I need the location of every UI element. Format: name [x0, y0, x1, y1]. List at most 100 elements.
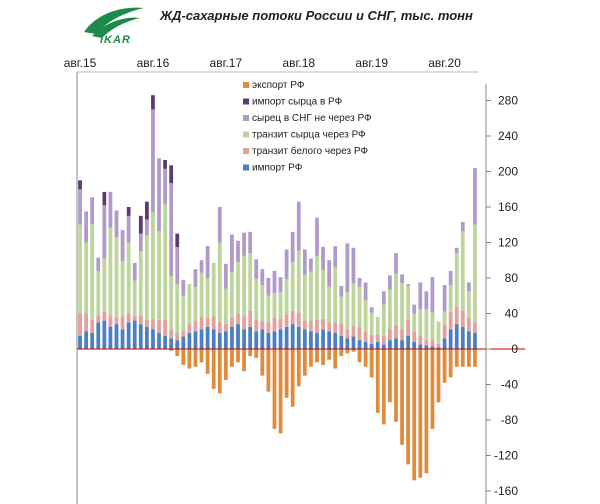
bar-white_transit — [120, 316, 125, 330]
bar-white_transit — [236, 313, 240, 325]
bar-raw_transit — [272, 293, 277, 318]
bar-white_transit — [126, 313, 131, 323]
bar-raw_transit — [205, 278, 210, 318]
bar-raw_cis — [114, 210, 119, 238]
bar-white_transit — [460, 310, 465, 327]
bar-import — [132, 320, 137, 349]
bar-raw_transit — [296, 250, 301, 313]
bar-import — [108, 326, 113, 349]
bar-white_transit — [333, 322, 338, 334]
bar-export — [211, 349, 216, 389]
bar-export — [321, 349, 325, 365]
bar-white_transit — [217, 322, 222, 334]
bar-import — [430, 346, 435, 349]
legend-label-raw_import: импорт сырца в РФ — [252, 97, 343, 108]
bar-raw_cis — [78, 189, 82, 225]
bar-raw_transit — [211, 262, 216, 317]
bar-raw_transit — [254, 278, 259, 319]
bar-import — [302, 329, 307, 349]
bar-raw_transit — [460, 230, 465, 311]
bar-raw_transit — [84, 242, 88, 314]
bar-export — [175, 349, 180, 357]
bar-export — [454, 349, 459, 367]
bar-import — [394, 338, 398, 349]
bar-export — [394, 349, 398, 422]
bar-import — [442, 338, 447, 349]
legend-label-raw_transit: транзит сырца через РФ — [252, 130, 366, 141]
bar-raw_cis — [309, 258, 313, 272]
bar-raw_transit — [236, 262, 240, 314]
bar-import — [315, 333, 319, 349]
bar-export — [254, 349, 259, 358]
bar-import — [333, 333, 338, 349]
bar-import — [351, 336, 356, 349]
bar-raw_import — [78, 180, 82, 190]
bar-import — [120, 329, 125, 349]
bar-export — [412, 349, 417, 481]
bar-export — [339, 349, 344, 357]
bar-raw_cis — [339, 285, 344, 297]
bar-white_transit — [90, 319, 95, 334]
bar-raw_cis — [248, 231, 253, 254]
bar-import — [436, 347, 441, 349]
bar-raw_transit — [309, 271, 313, 321]
bar-raw_cis — [266, 278, 271, 296]
bar-import — [230, 326, 234, 349]
bar-import — [187, 333, 192, 349]
bar-raw_cis — [284, 249, 289, 279]
bar-export — [345, 349, 350, 354]
bar-export — [217, 349, 222, 394]
y-tick-label: 0 — [511, 342, 518, 356]
bar-raw_cis — [302, 249, 307, 275]
bar-raw_cis — [132, 262, 137, 281]
bar-white_transit — [369, 334, 374, 344]
bar-raw_cis — [217, 207, 222, 243]
bar-export — [242, 349, 246, 372]
bar-raw_import — [175, 233, 180, 247]
bar-raw_cis — [406, 284, 411, 286]
y-tick-label: -160 — [494, 484, 518, 498]
bar-white_transit — [357, 326, 362, 341]
bar-raw_transit — [424, 309, 429, 341]
bar-white_transit — [193, 320, 198, 332]
bar-import — [217, 333, 222, 349]
bar-raw_cis — [363, 282, 368, 301]
bar-import — [236, 324, 240, 349]
bar-import — [278, 329, 283, 349]
bar-raw_transit — [448, 285, 453, 312]
bar-import — [181, 336, 186, 349]
bar-raw_transit — [351, 283, 356, 326]
bar-white_transit — [442, 325, 447, 339]
bar-import — [388, 340, 392, 349]
bar-raw_transit — [290, 262, 295, 311]
bar-raw_transit — [217, 242, 222, 323]
ikar-wing-icon — [84, 7, 144, 38]
bar-raw_transit — [345, 292, 350, 330]
bar-import — [424, 345, 429, 349]
bar-import — [339, 335, 344, 349]
bar-white_transit — [363, 331, 368, 342]
bar-export — [199, 349, 204, 363]
legend-swatch-white_transit — [243, 148, 249, 154]
bar-raw_transit — [157, 230, 161, 320]
bar-white_transit — [169, 329, 174, 339]
bar-export — [375, 349, 380, 413]
bar-export — [296, 349, 301, 387]
legend-label-export: экспорт РФ — [252, 80, 305, 91]
bar-raw_cis — [369, 307, 374, 313]
bar-white_transit — [211, 316, 216, 330]
bar-raw_transit — [102, 258, 107, 312]
bar-white_transit — [315, 319, 319, 334]
bar-import — [151, 329, 155, 349]
bar-raw_cis — [230, 234, 234, 272]
bar-white_transit — [454, 306, 459, 325]
bar-white_transit — [96, 315, 101, 323]
bar-raw_transit — [223, 288, 228, 325]
bar-raw_cis — [278, 277, 283, 293]
bar-raw_transit — [363, 300, 368, 332]
bar-export — [400, 349, 404, 445]
bar-export — [290, 349, 295, 407]
bar-import — [90, 333, 95, 349]
bar-raw_cis — [454, 247, 459, 254]
legend-label-import: импорт РФ — [252, 163, 303, 174]
